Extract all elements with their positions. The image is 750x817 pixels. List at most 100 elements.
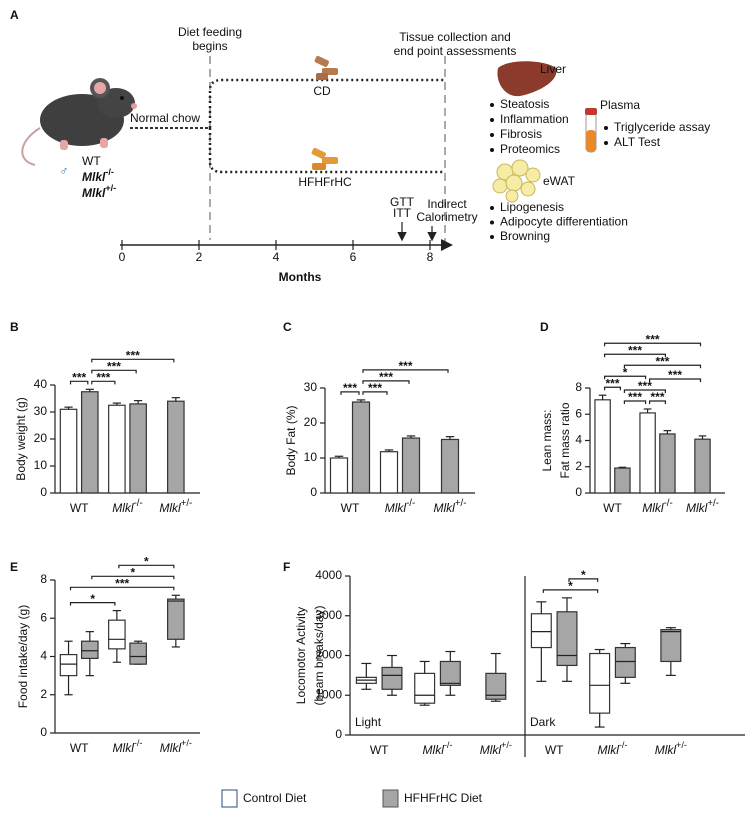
significance-label: * [568, 579, 573, 593]
bullet [490, 235, 494, 239]
significance-label: *** [126, 348, 140, 362]
hfhfrhc-icon [311, 147, 338, 170]
significance-bracket [118, 564, 175, 569]
bar [167, 400, 185, 494]
box [80, 640, 99, 660]
mouse-illustration [21, 78, 137, 166]
significance-bracket [623, 364, 702, 369]
label-name: Mlkl [423, 743, 445, 757]
liver-item: Steatosis [500, 97, 549, 111]
label-sup: +/- [455, 498, 467, 509]
y-tick-label: 30 [34, 404, 48, 418]
timeline-tick-label: 4 [273, 250, 280, 264]
y-axis-label: Fat mass ratio [558, 402, 572, 478]
y-axis-label: Food intake/day (g) [16, 605, 30, 708]
y-tick-label: 8 [40, 572, 47, 586]
significance-bracket [91, 369, 137, 374]
label-name: WT [341, 501, 360, 515]
box [108, 619, 126, 650]
section-label: Dark [530, 715, 556, 729]
category-label: Mlkl-/- [423, 740, 453, 757]
box [660, 629, 682, 663]
endpoint-label: end point assessments [394, 44, 517, 58]
significance-label: *** [379, 370, 393, 384]
significance-label: *** [107, 359, 121, 373]
category-label: Mlkl+/- [655, 740, 687, 757]
plasma-item: Triglyceride assay [614, 120, 710, 134]
sex-symbol: ♂ [60, 164, 69, 178]
significance-bracket [69, 586, 175, 591]
significance-label: *** [398, 359, 412, 373]
bar [440, 438, 460, 494]
label-name: WT [545, 743, 564, 757]
label-sup: +/- [181, 498, 193, 509]
ewat-item: Browning [500, 229, 550, 243]
liver-title: Liver [540, 62, 566, 76]
legend-label: HFHFrHC Diet [404, 791, 483, 805]
y-tick-label: 0 [40, 485, 47, 499]
significance-label: *** [72, 370, 86, 384]
significance-bracket [362, 380, 410, 384]
significance-bracket [649, 378, 702, 382]
ewat-item: Lipogenesis [500, 200, 564, 214]
legend-swatch [382, 789, 399, 808]
significance-bracket [604, 375, 647, 380]
bar [108, 404, 126, 494]
y-tick-label: 0 [575, 485, 582, 499]
y-tick-label: 30 [304, 380, 318, 394]
category-label: Mlkl+/- [434, 498, 467, 515]
genotype-label: WT [82, 154, 101, 168]
significance-label: *** [628, 390, 642, 404]
bar [594, 399, 611, 494]
y-axis-label: Lean mass: [540, 409, 554, 471]
box [129, 642, 147, 665]
plasma-item: ALT Test [614, 135, 661, 149]
label-sup: -/- [444, 740, 453, 750]
bullet [490, 118, 494, 122]
diet-paths [208, 78, 445, 174]
category-label: WT [70, 501, 89, 515]
significance-label: *** [605, 376, 619, 390]
label-name: WT [70, 501, 89, 515]
y-tick-label: 8 [575, 380, 582, 394]
timeline-tick-label: 6 [350, 250, 357, 264]
label-sup: -/- [664, 498, 673, 509]
diet-start-label: begins [192, 39, 227, 53]
label-sup: +/- [501, 740, 512, 750]
significance-label: *** [115, 576, 129, 590]
label-name: WT [70, 741, 89, 755]
label-name: Mlkl [598, 743, 620, 757]
box [59, 653, 78, 677]
y-axis-label: Body Fat (%) [284, 405, 298, 475]
significance-bracket [91, 575, 175, 580]
diet-label: HFHFrHC [298, 175, 352, 189]
significance-bracket [91, 358, 175, 363]
bar [80, 391, 99, 494]
y-axis-label: Locomotor Activity [294, 607, 308, 704]
significance-label: *** [650, 390, 664, 404]
y-tick-label: 6 [575, 406, 582, 420]
label-sup: +/- [181, 738, 192, 748]
y-tick-label: 40 [34, 377, 48, 391]
bullet [604, 141, 608, 145]
label-name: Mlkl [480, 743, 502, 757]
label-sup: +/- [707, 498, 719, 509]
bar [401, 437, 421, 494]
box [439, 660, 461, 686]
label-sup: -/- [105, 167, 114, 177]
legend-swatch [221, 789, 238, 808]
label-name: Mlkl [160, 741, 182, 755]
section-label: Light [355, 715, 382, 729]
category-label: Mlkl+/- [480, 740, 512, 757]
panel-label: A [10, 8, 19, 22]
category-label: Mlkl-/- [642, 498, 673, 515]
significance-label: *** [668, 368, 682, 382]
liver-item: Proteomics [500, 142, 560, 156]
box [381, 666, 403, 690]
significance-label: *** [628, 343, 642, 357]
liver-item: Inflammation [500, 112, 569, 126]
significance-label: * [90, 592, 95, 606]
label-name: Mlkl [385, 501, 407, 515]
bar [329, 457, 349, 494]
